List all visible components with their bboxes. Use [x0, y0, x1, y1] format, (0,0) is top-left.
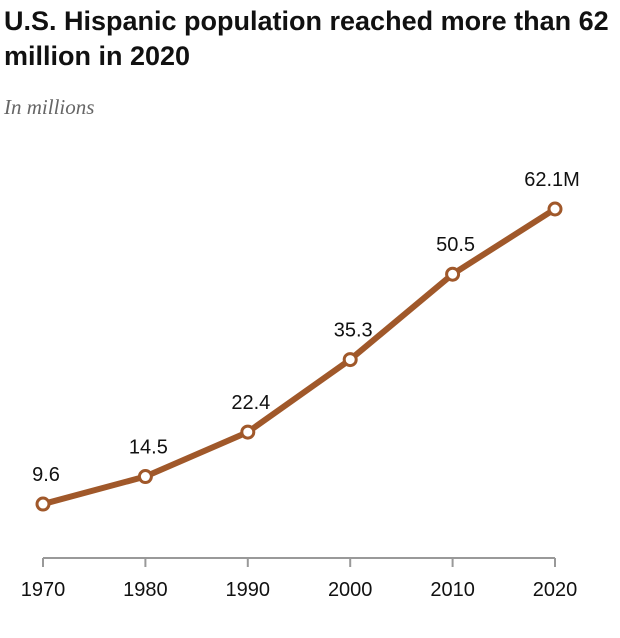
- x-tick-label: 1970: [21, 579, 66, 601]
- data-point: [547, 201, 563, 217]
- series-line: [42, 206, 557, 507]
- data-point: [35, 496, 51, 512]
- x-tick-label: 2000: [328, 579, 373, 601]
- chart-subtitle: In millions: [4, 95, 95, 119]
- data-label: 62.1M: [524, 169, 580, 191]
- x-tick-label: 2020: [533, 579, 578, 601]
- data-label: 14.5: [129, 437, 168, 459]
- x-tick-label: 1980: [123, 579, 168, 601]
- data-label: 22.4: [231, 392, 270, 414]
- data-label: 50.5: [436, 234, 475, 256]
- x-tick-label: 2010: [430, 579, 475, 601]
- data-label: 9.6: [32, 464, 60, 486]
- data-point: [342, 352, 358, 368]
- chart-title: U.S. Hispanic population reached more th…: [4, 6, 609, 71]
- data-point: [445, 266, 461, 282]
- data-point: [240, 424, 256, 440]
- x-tick-label: 1990: [226, 579, 271, 601]
- data-point: [137, 469, 153, 485]
- data-label: 35.3: [334, 320, 373, 342]
